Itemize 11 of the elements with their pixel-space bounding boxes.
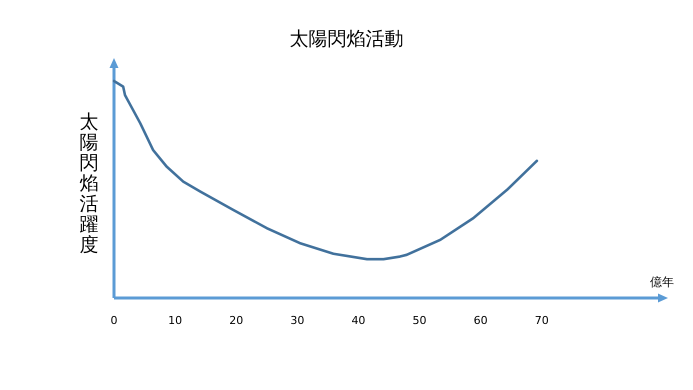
x-tick-label: 10 (168, 314, 182, 327)
x-tick-label: 50 (412, 314, 427, 327)
y-axis-title: 太陽閃焰活躍度 (80, 111, 98, 256)
x-tick-label: 60 (474, 314, 488, 327)
x-tick-label: 0 (110, 314, 118, 327)
x-axis-title: 億年 (650, 275, 674, 289)
x-tick-label: 20 (229, 314, 244, 327)
x-tick-label: 30 (290, 314, 304, 327)
x-tick-label: 40 (351, 314, 366, 327)
chart-title: 太陽閃焰活動 (290, 28, 404, 50)
x-tick-label: 70 (534, 314, 549, 327)
